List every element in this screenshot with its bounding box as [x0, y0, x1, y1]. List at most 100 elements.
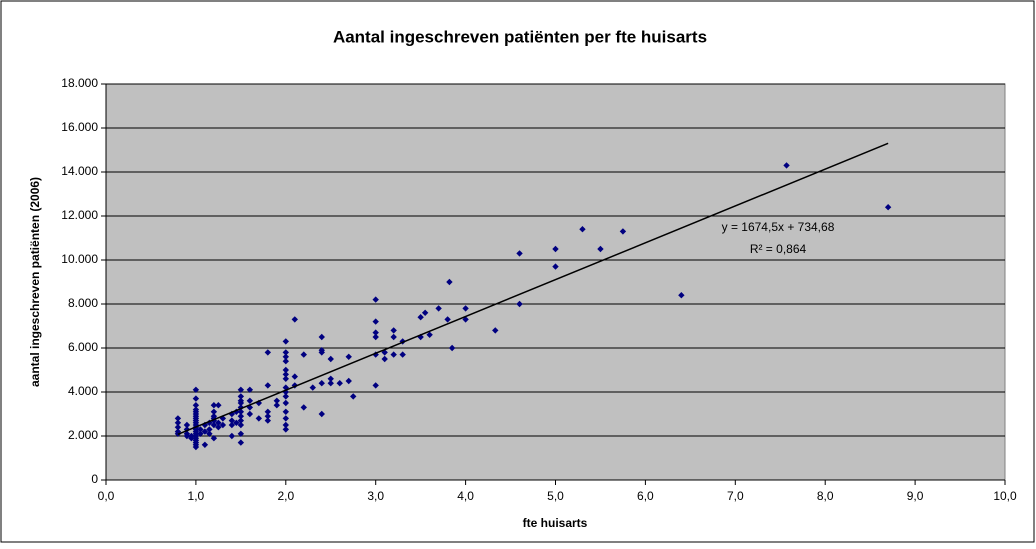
point	[282, 371, 289, 378]
point	[228, 421, 236, 429]
point	[282, 393, 289, 400]
x-tick-label: 10,0	[993, 489, 1017, 503]
point	[399, 351, 406, 358]
x-tick-label: 8,0	[817, 489, 834, 503]
point	[327, 380, 334, 387]
point	[183, 432, 191, 440]
point	[264, 417, 272, 424]
y-tick-label: 8.000	[68, 296, 98, 310]
point	[516, 300, 523, 308]
x-tick-label: 2,0	[277, 489, 294, 503]
point	[492, 327, 499, 334]
point	[282, 366, 289, 374]
point	[174, 415, 182, 422]
point	[215, 424, 222, 431]
point	[318, 410, 325, 418]
point	[192, 386, 200, 393]
point	[237, 413, 245, 420]
point	[421, 309, 429, 316]
point	[264, 382, 272, 389]
point	[282, 353, 289, 360]
y-tick-label: 16.000	[61, 120, 98, 134]
point	[444, 316, 451, 323]
point	[372, 333, 379, 341]
point	[309, 384, 316, 391]
trendline-r2: R² = 0,864	[750, 242, 807, 256]
point	[233, 419, 240, 426]
point	[282, 399, 289, 407]
point	[219, 421, 227, 429]
point	[446, 278, 453, 286]
point	[237, 408, 245, 415]
point	[345, 377, 352, 385]
point	[291, 373, 298, 380]
point	[264, 349, 272, 356]
point	[282, 349, 289, 356]
point	[228, 432, 236, 440]
point	[462, 305, 469, 312]
y-tick-label: 6.000	[68, 340, 98, 354]
point	[350, 393, 357, 400]
point	[210, 435, 218, 442]
y-tick-label: 2.000	[68, 428, 98, 442]
x-axis-label: fte huisarts	[523, 516, 588, 530]
point	[345, 353, 352, 360]
point	[210, 402, 218, 409]
point	[435, 305, 442, 312]
point	[206, 426, 213, 433]
point	[390, 327, 397, 334]
x-tick-label: 7,0	[727, 489, 744, 503]
point	[237, 439, 245, 446]
point	[246, 386, 254, 393]
point	[210, 421, 218, 429]
point	[318, 380, 325, 387]
point	[282, 358, 289, 365]
point	[372, 382, 379, 389]
point	[246, 410, 254, 418]
point	[215, 419, 222, 426]
point	[255, 415, 263, 422]
plot-area	[105, 83, 1006, 481]
y-axis-label: aantal ingeschreven patiënten (2006)	[28, 177, 42, 387]
point	[516, 250, 523, 257]
x-tick-label: 6,0	[637, 489, 654, 503]
point	[197, 430, 204, 437]
point	[426, 331, 433, 338]
x-tick-label: 5,0	[547, 489, 564, 503]
y-tick-label: 12.000	[61, 208, 98, 222]
point	[264, 408, 272, 415]
point	[246, 397, 254, 404]
point	[678, 292, 685, 299]
point	[884, 204, 892, 211]
point	[282, 408, 289, 415]
y-tick-label: 18.000	[61, 76, 98, 90]
point	[597, 245, 604, 253]
point	[174, 424, 182, 431]
point	[282, 426, 289, 433]
point	[206, 430, 213, 437]
point	[273, 402, 281, 409]
point	[282, 421, 289, 429]
point	[390, 351, 397, 358]
point	[192, 443, 200, 451]
y-tick-label: 4.000	[68, 384, 98, 398]
x-tick-label: 9,0	[907, 489, 924, 503]
point	[215, 402, 222, 409]
point	[327, 355, 334, 363]
point	[291, 316, 298, 323]
point	[300, 404, 307, 411]
point	[228, 417, 236, 424]
point	[192, 402, 200, 409]
point	[174, 419, 182, 426]
point	[264, 413, 272, 420]
trendline	[177, 142, 889, 436]
point	[390, 333, 397, 341]
point	[192, 395, 200, 402]
y-tick-label: 10.000	[61, 252, 98, 266]
point	[201, 441, 209, 448]
point	[300, 351, 307, 358]
point	[237, 393, 245, 400]
point	[448, 344, 456, 352]
point	[237, 399, 245, 407]
